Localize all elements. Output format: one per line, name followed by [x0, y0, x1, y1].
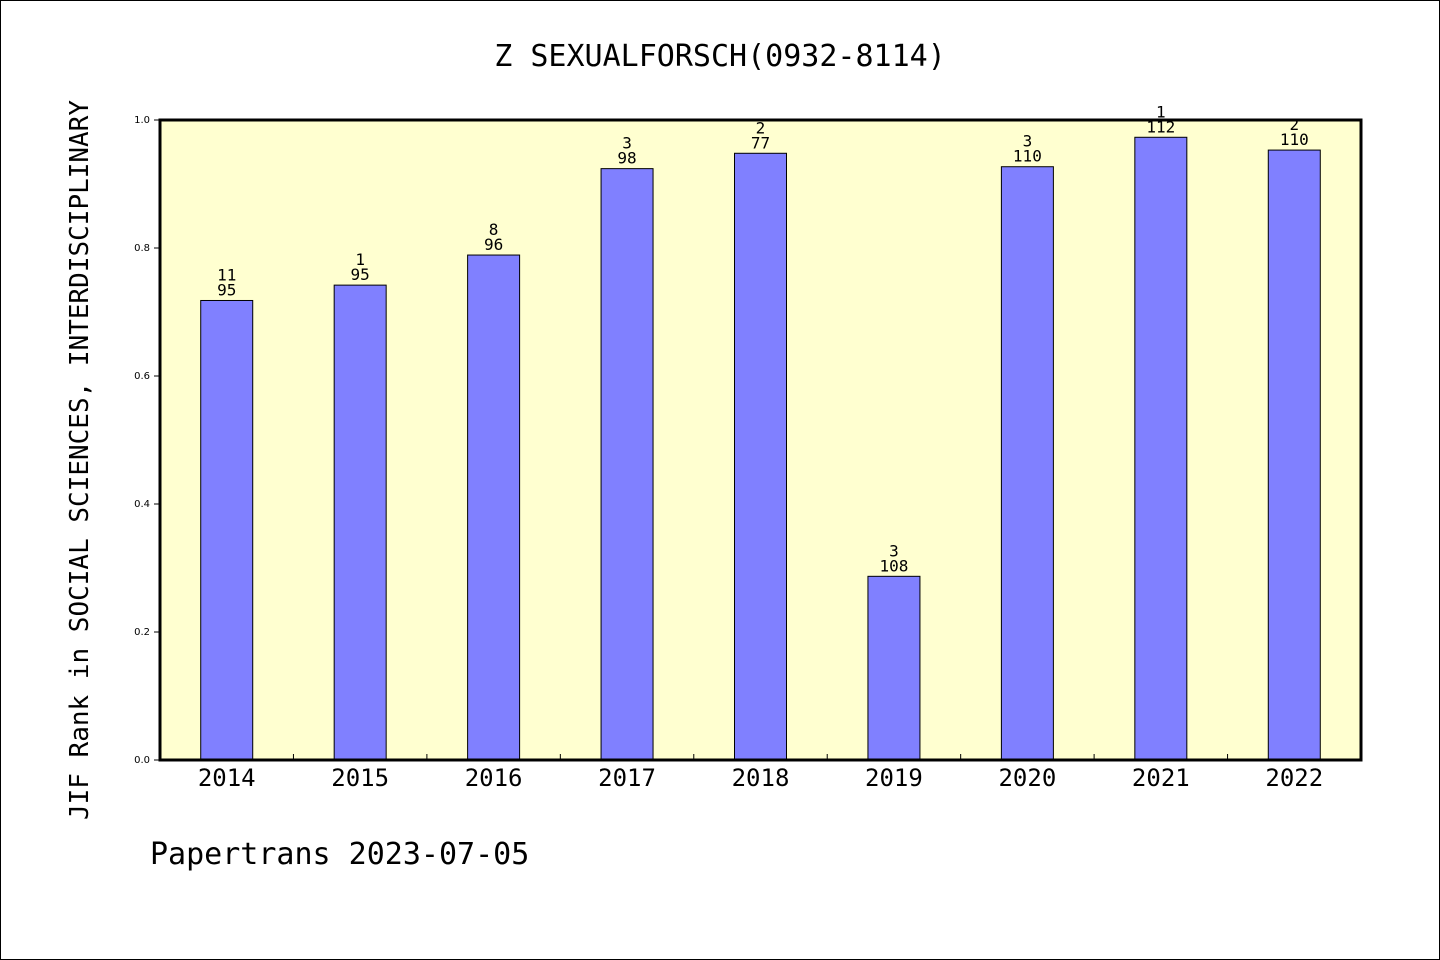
bar-2019: [867, 575, 921, 761]
bar-label-rank: 2: [1289, 115, 1299, 134]
bar-2021: [1134, 136, 1188, 761]
bar-label-rank: 11: [217, 265, 236, 284]
bar-label-rank: 3: [1023, 132, 1033, 151]
x-tick-label: 2019: [865, 764, 923, 792]
bar-2016: [467, 254, 521, 761]
bar-2022: [1267, 149, 1321, 761]
bar-label-total: 96: [484, 235, 503, 254]
y-tick-label: 1.0: [134, 115, 150, 126]
y-tick-label: 0.0: [134, 755, 150, 766]
bars-group: [200, 136, 1321, 761]
y-tick-label: 0.6: [134, 371, 150, 382]
y-tick-label: 0.8: [134, 243, 150, 254]
bar-label-total: 95: [351, 265, 370, 284]
plot-border: [158, 118, 1363, 762]
y-axis-label: JIF Rank in SOCIAL SCIENCES, INTERDISCIP…: [65, 100, 95, 820]
chart-title: Z SEXUALFORSCH(0932-8114): [494, 39, 946, 74]
bar-label-total: 110: [1280, 130, 1309, 149]
bar-label-rank: 8: [489, 220, 499, 239]
y-axis-ticks: 0.0 0.2 0.4 0.6 0.8 1.0: [134, 115, 160, 766]
bar-label-total: 95: [217, 280, 236, 299]
bar-label-total: 110: [1013, 147, 1042, 166]
bar-label-total: 112: [1146, 117, 1175, 136]
bar-2017: [600, 168, 654, 761]
bar-label-rank: 1: [1156, 102, 1166, 121]
footer-text: Papertrans 2023-07-05: [150, 837, 529, 872]
bar-label-rank: 1: [355, 250, 365, 269]
y-tick-label: 0.2: [134, 627, 150, 638]
bar-2018: [734, 152, 787, 761]
bar-label-rank: 3: [889, 541, 899, 560]
bar-label-total: 77: [751, 133, 770, 152]
bar-label-rank: 2: [756, 118, 766, 137]
x-tick-label: 2020: [998, 764, 1056, 792]
x-tick-label: 2022: [1265, 764, 1323, 792]
x-tick-label: 2015: [331, 764, 389, 792]
bar-label-total: 108: [879, 556, 908, 575]
bar-2015: [333, 284, 387, 761]
bar-2014: [200, 299, 254, 761]
x-tick-label: 2014: [198, 764, 256, 792]
bar-label-rank: 3: [622, 134, 632, 153]
x-tick-label: 2016: [465, 764, 523, 792]
bar-label-total: 98: [617, 149, 636, 168]
y-tick-label: 0.4: [134, 499, 150, 510]
bar-2020: [1000, 166, 1054, 761]
x-tick-label: 2018: [732, 764, 790, 792]
x-tick-label: 2017: [598, 764, 656, 792]
x-axis-ticks: 2014 2015 2016 2017 2018 2019 2020 2021 2022: [198, 754, 1323, 792]
x-tick-label: 2021: [1132, 764, 1190, 792]
